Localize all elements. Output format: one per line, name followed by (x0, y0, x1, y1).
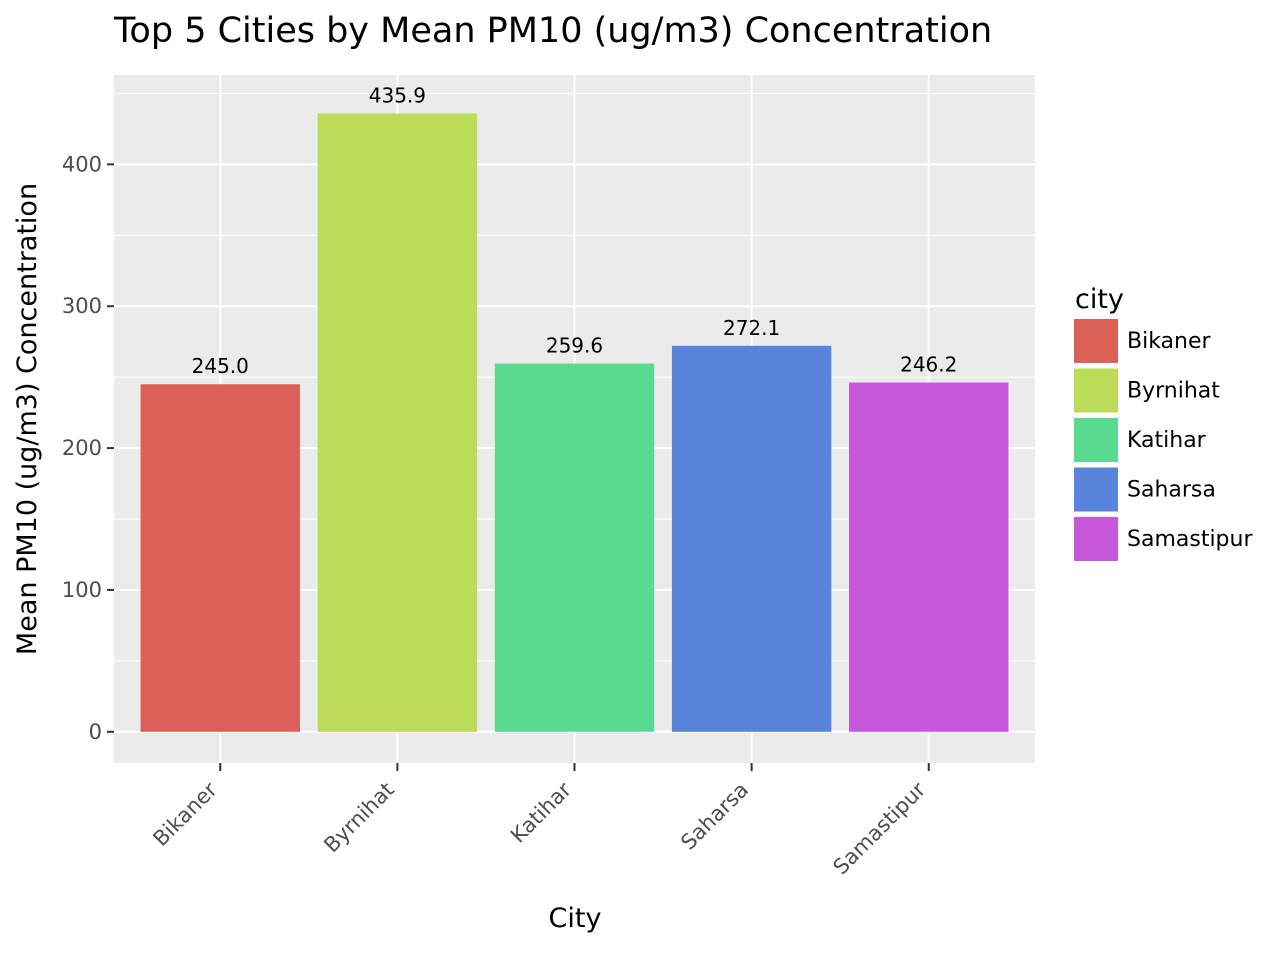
bar-bikaner (140, 384, 300, 732)
data-label: 246.2 (900, 353, 957, 377)
bars (140, 113, 1009, 732)
y-axis-title: Mean PM10 (ug/m3) Concentration (12, 183, 43, 655)
legend-label: Samastipur (1127, 527, 1253, 552)
legend-label: Byrnihat (1127, 379, 1220, 404)
bar-samastipur (849, 382, 1009, 732)
bar-katihar (494, 363, 655, 732)
data-label: 245.0 (192, 354, 249, 378)
data-label: 259.6 (546, 334, 603, 358)
legend-key-katihar (1074, 418, 1118, 462)
y-tick-label: 200 (62, 436, 102, 460)
x-tick-label: Byrnihat (319, 778, 399, 858)
y-tick-label: 400 (62, 152, 102, 176)
legend-key-samastipur (1074, 517, 1118, 561)
legend-key-saharsa (1074, 467, 1118, 512)
y-axis: 0 100 200 300 400 (62, 152, 114, 744)
legend-label: Saharsa (1127, 478, 1216, 503)
data-label: 272.1 (723, 316, 780, 340)
x-tick-label: Bikaner (148, 777, 222, 851)
legend-key-byrnihat (1074, 368, 1118, 413)
y-tick-label: 0 (89, 720, 102, 744)
y-tick-label: 300 (62, 294, 102, 318)
legend-title: city (1075, 284, 1124, 315)
bar-byrnihat (317, 113, 478, 732)
legend-label: Katihar (1127, 428, 1207, 453)
x-axis-title: City (549, 903, 602, 934)
legend: city Bikaner Byrnihat Katihar Saharsa Samast… (1074, 284, 1253, 561)
x-axis: Bikaner Byrnihat Katihar Saharsa Samastipur (148, 763, 931, 879)
chart-title: Top 5 Cities by Mean PM10 (ug/m3) Concen… (113, 11, 992, 51)
data-labels: 245.0 435.9 259.6 272.1 246.2 (192, 83, 958, 378)
bar-saharsa (671, 345, 832, 732)
legend-key-bikaner (1074, 319, 1118, 363)
x-tick-label: Samastipur (829, 777, 931, 879)
y-tick-label: 100 (62, 578, 102, 602)
x-tick-label: Saharsa (676, 778, 753, 855)
data-label: 435.9 (369, 83, 426, 107)
x-tick-label: Katihar (506, 777, 576, 847)
legend-label: Bikaner (1127, 329, 1212, 354)
